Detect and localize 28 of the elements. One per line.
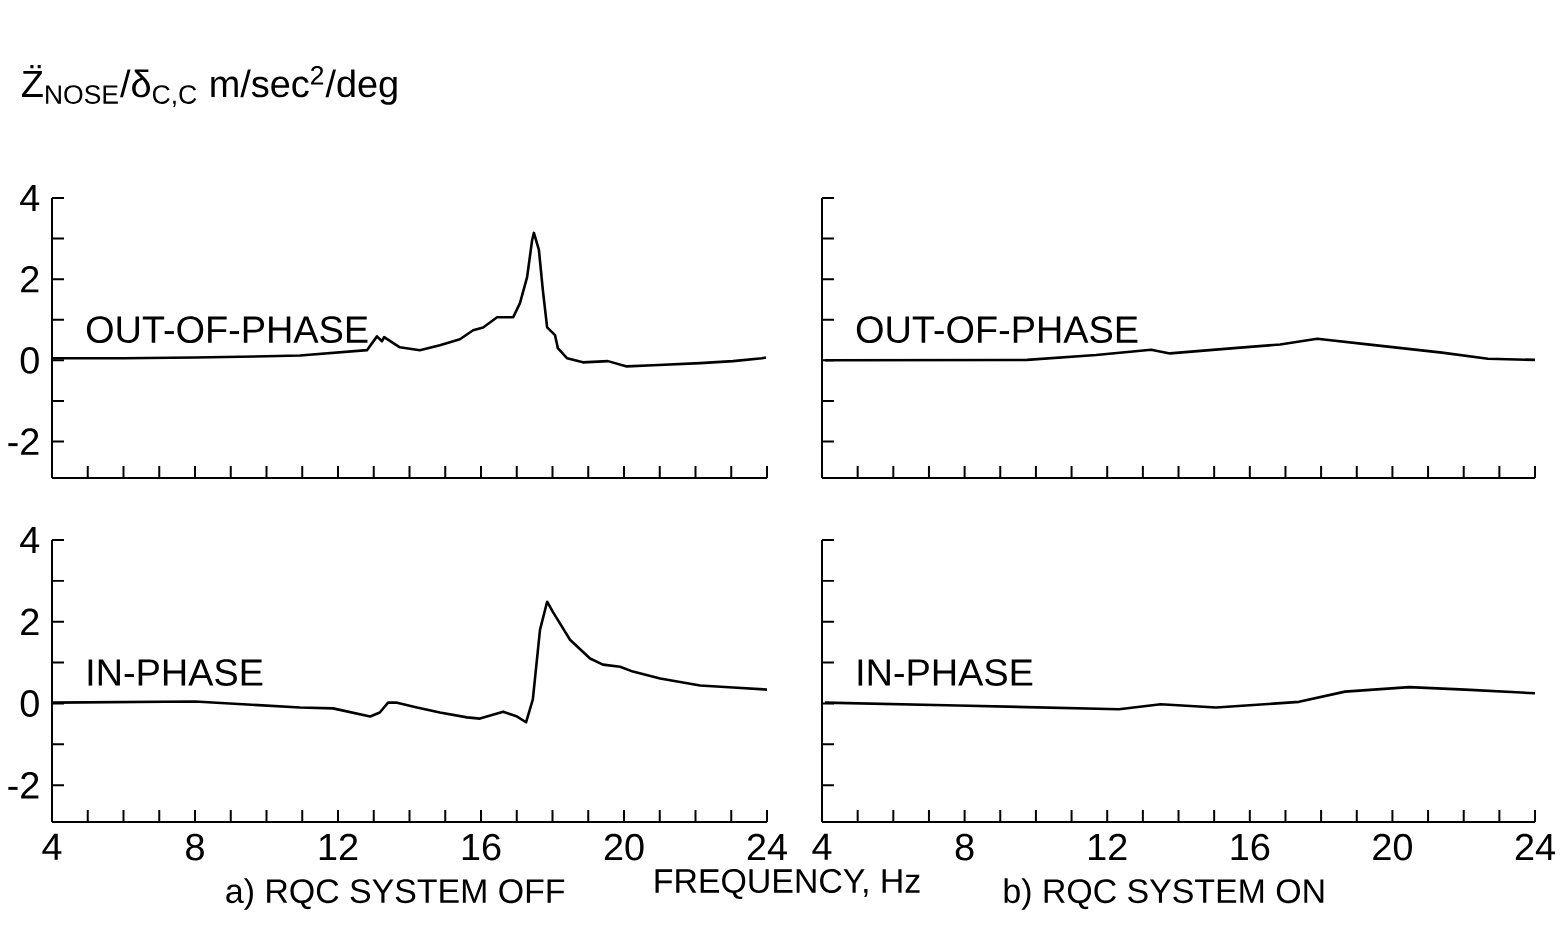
x-tick-label: 8 [186, 833, 204, 861]
x-tick-label: 4 [812, 833, 832, 860]
y-tick-label: 2 [21, 265, 39, 293]
x-tick-label: 16 [462, 833, 501, 861]
x-tick-label: 16 [1231, 833, 1270, 861]
x-tick-label: 8 [955, 833, 974, 861]
series-label: OUT-OF-PHASE [86, 316, 368, 343]
text: a) RQC SYSTEM OFF [226, 878, 565, 910]
y-tick-label: -2 [8, 428, 39, 455]
x-tick-label: 24 [747, 833, 787, 861]
series-label: IN-PHASE [858, 659, 1033, 686]
x-tick-label: 20 [604, 833, 644, 861]
x-tick-label: 4 [42, 833, 62, 860]
x-axis-title: FREQUENCY, Hz [655, 868, 920, 900]
y-tick-label: 0 [20, 690, 39, 717]
y-tick-label: 4 [20, 184, 40, 212]
y-tick-label: 2 [21, 608, 39, 635]
y-tick-label: 4 [20, 527, 40, 554]
x-tick-label: 20 [1373, 833, 1412, 861]
x-tick-label: 24 [1515, 833, 1555, 861]
x-tick-label: 12 [319, 833, 358, 861]
y-tick-label: 0 [20, 346, 39, 374]
text: b) RQC SYSTEM ON [1004, 878, 1324, 910]
series-label: OUT-OF-PHASE [856, 316, 1138, 343]
y-axis-title: Z̈$_{NOSE}$/δ$_{C,C}$ m/sec$^{2}$/deg [21, 64, 397, 108]
y-tick-label: -2 [8, 772, 39, 799]
x-tick-label: 12 [1089, 833, 1127, 861]
series-label: IN-PHASE [88, 659, 263, 686]
